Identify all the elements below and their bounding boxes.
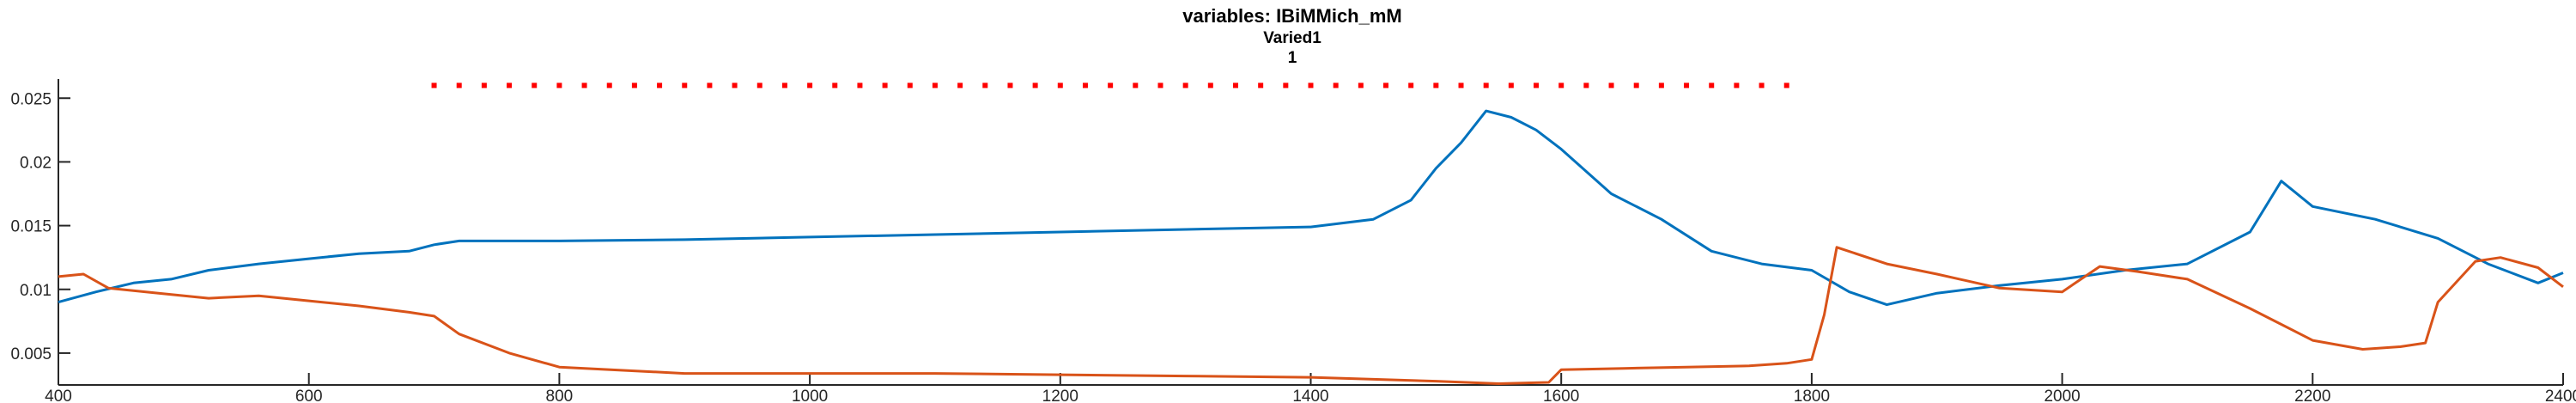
marker-point: [781, 82, 787, 89]
x-tick-label: 1600: [1543, 388, 1579, 403]
chart-subtitle-2: 1: [1288, 49, 1297, 67]
marker-point: [1358, 82, 1364, 89]
marker-point: [1583, 82, 1589, 89]
marker-point: [431, 82, 437, 89]
marker-point: [707, 82, 713, 89]
chart-title: variables: IBiMMich_mM: [1182, 5, 1402, 27]
x-tick-label: 2200: [2294, 388, 2330, 403]
marker-point: [1633, 82, 1639, 89]
x-tick-label: 2000: [2044, 388, 2080, 403]
marker-point: [631, 82, 637, 89]
plot-area: 400 600 800 1000 1200 1400 1600 1800 2000 2200 240…: [10, 79, 2576, 403]
y-tick-label: 0.015: [10, 218, 52, 236]
marker-point: [1133, 82, 1139, 89]
marker-point: [606, 82, 612, 89]
x-tick-label: 1800: [1794, 388, 1830, 403]
x-tick-label: 1400: [1292, 388, 1328, 403]
marker-point: [756, 82, 762, 89]
marker-point: [1308, 82, 1314, 89]
marker-point: [1082, 82, 1088, 89]
marker-point: [1333, 82, 1339, 89]
marker-point: [1007, 82, 1013, 89]
marker-point: [1232, 82, 1238, 89]
y-tick-label: 0.005: [10, 345, 52, 363]
marker-point: [857, 82, 863, 89]
marker-point: [1759, 82, 1765, 89]
marker-point: [507, 82, 513, 89]
series-1-line: [58, 109, 2564, 307]
marker-point: [657, 82, 663, 89]
x-tick-label: 400: [45, 388, 72, 403]
marker-point: [1558, 82, 1564, 89]
marker-point: [682, 82, 688, 89]
marker-point: [807, 82, 813, 89]
x-tick-label: 600: [295, 388, 323, 403]
marker-point: [1433, 82, 1439, 89]
marker-point: [1057, 82, 1063, 89]
marker-point: [1258, 82, 1264, 89]
marker-point: [481, 82, 487, 89]
marker-point: [1207, 82, 1213, 89]
marker-point: [532, 82, 538, 89]
marker-point: [1684, 82, 1690, 89]
marker-point: [1508, 82, 1514, 89]
marker-point: [1157, 82, 1163, 89]
y-tick-label: 0.025: [10, 90, 52, 108]
marker-point: [832, 82, 838, 89]
marker-point: [1108, 82, 1114, 89]
marker-point: [1032, 82, 1038, 89]
marker-point: [1534, 82, 1540, 89]
marker-point: [1734, 82, 1740, 89]
marker-point: [581, 82, 587, 89]
marker-point: [1608, 82, 1614, 89]
marker-point: [1408, 82, 1414, 89]
x-tick-label: 1200: [1042, 388, 1078, 403]
marker-point: [907, 82, 913, 89]
y-tick-label: 0.01: [20, 282, 52, 300]
marker-point: [1709, 82, 1715, 89]
marker-point: [732, 82, 738, 89]
marker-point: [1658, 82, 1664, 89]
series-2-line: [58, 246, 2564, 385]
marker-point: [1783, 82, 1789, 89]
x-tick-label: 1000: [792, 388, 828, 403]
marker-point: [1483, 82, 1489, 89]
x-tick-label: 800: [546, 388, 574, 403]
marker-point: [882, 82, 888, 89]
marker-point: [982, 82, 988, 89]
marker-point: [1458, 82, 1464, 89]
y-tick-label: 0.02: [20, 154, 52, 172]
marker-point: [932, 82, 938, 89]
marker-point: [957, 82, 963, 89]
marker-point: [556, 82, 562, 89]
marker-point: [1283, 82, 1289, 89]
marker-point: [1182, 82, 1188, 89]
marker-point: [456, 82, 462, 89]
marker-point: [1383, 82, 1389, 89]
chart-subtitle: Varied1: [1263, 29, 1321, 47]
